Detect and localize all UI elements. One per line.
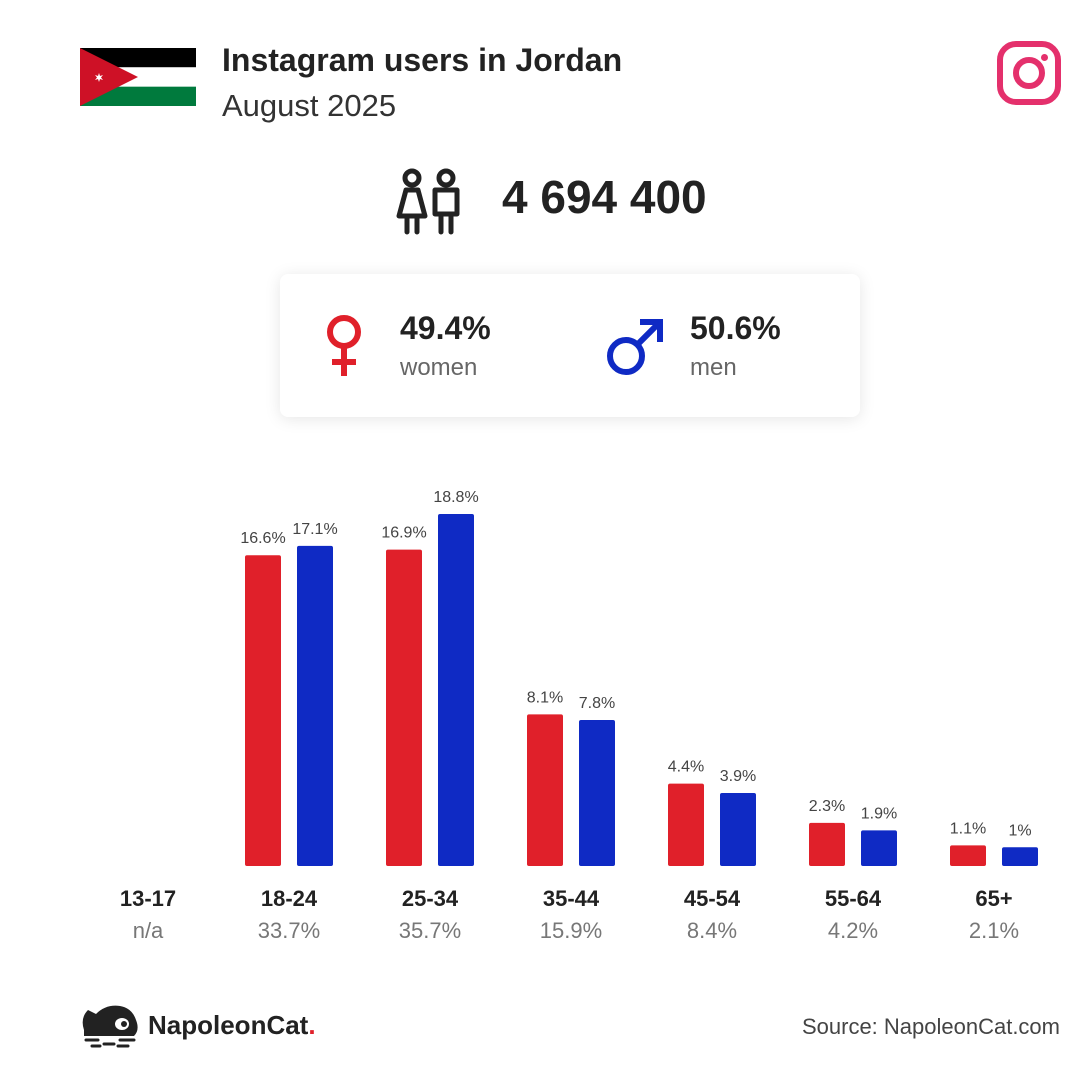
page-subtitle: August 2025 — [222, 88, 397, 123]
female-symbol-icon — [322, 314, 366, 380]
category-label: 55-64 — [825, 886, 882, 911]
value-label-men-18-24: 17.1% — [292, 521, 337, 538]
value-label-women-65+: 1.1% — [950, 820, 986, 837]
age-group-35-44: 8.1% 7.8% 35-44 15.9% — [527, 689, 615, 943]
total-users-value: 4 694 400 — [502, 171, 707, 223]
bar-women-65+ — [950, 845, 986, 866]
brand-name-text: NapoleonCat — [148, 1010, 309, 1040]
bar-men-35-44 — [579, 719, 615, 866]
category-label: 18-24 — [261, 886, 318, 911]
category-share: 8.4% — [687, 918, 737, 943]
users-icon — [394, 168, 466, 238]
age-group-45-54: 4.4% 3.9% 45-54 8.4% — [668, 759, 756, 943]
age-group-55-64: 2.3% 1.9% 55-64 4.2% — [809, 798, 897, 943]
bar-men-45-54 — [720, 792, 756, 866]
value-label-women-18-24: 16.6% — [240, 530, 285, 547]
bar-women-55-64 — [809, 822, 845, 866]
bar-men-25-34 — [438, 514, 474, 866]
bar-women-25-34 — [386, 549, 422, 866]
value-label-men-55-64: 1.9% — [861, 805, 897, 822]
category-share: 35.7% — [399, 918, 461, 943]
bar-men-55-64 — [861, 830, 897, 866]
category-label: 45-54 — [684, 886, 741, 911]
bar-women-18-24 — [245, 555, 281, 866]
value-label-men-45-54: 3.9% — [720, 768, 756, 785]
bar-men-18-24 — [297, 545, 333, 866]
men-label: men — [690, 354, 737, 381]
value-label-men-25-34: 18.8% — [433, 489, 478, 506]
age-group-13-17: 13-17 n/a — [120, 886, 176, 943]
male-symbol-icon — [604, 316, 666, 378]
value-label-men-35-44: 7.8% — [579, 695, 615, 712]
category-label: 65+ — [975, 886, 1012, 911]
women-label: women — [400, 354, 478, 381]
category-label: 35-44 — [543, 886, 600, 911]
bar-women-35-44 — [527, 714, 563, 866]
men-percent: 50.6% — [690, 310, 781, 346]
category-label: 25-34 — [402, 886, 459, 911]
age-group-18-24: 16.6% 17.1% 18-24 33.7% — [240, 521, 337, 943]
value-label-men-65+: 1% — [1008, 822, 1031, 839]
page-title: Instagram users in Jordan — [222, 42, 623, 78]
category-share: 33.7% — [258, 918, 320, 943]
age-gender-bar-chart: 13-17 n/a 16.6% 17.1% 18-24 33.7% 16.9% 18.8% 25… — [120, 489, 1038, 943]
women-percent: 49.4% — [400, 310, 491, 346]
value-label-women-35-44: 8.1% — [527, 689, 563, 706]
value-label-women-55-64: 2.3% — [809, 798, 845, 815]
napoleoncat-logo-icon — [78, 1000, 140, 1052]
brand-name: NapoleonCat. — [148, 1010, 316, 1041]
value-label-women-25-34: 16.9% — [381, 525, 426, 542]
value-label-women-45-54: 4.4% — [668, 759, 704, 776]
category-share: 2.1% — [969, 918, 1019, 943]
bar-men-65+ — [1002, 847, 1038, 866]
category-share: n/a — [133, 918, 164, 943]
age-group-65+: 1.1% 1% 65+ 2.1% — [950, 820, 1038, 943]
gender-split-card: 49.4% women 50.6% men — [280, 274, 860, 417]
source-credit: Source: NapoleonCat.com — [801, 1014, 1060, 1039]
brand-dot: . — [308, 1010, 316, 1040]
instagram-icon — [996, 40, 1062, 106]
category-share: 4.2% — [828, 918, 878, 943]
age-group-25-34: 16.9% 18.8% 25-34 35.7% — [381, 489, 478, 943]
jordan-flag-icon — [80, 48, 196, 106]
category-label: 13-17 — [120, 886, 176, 911]
bar-women-45-54 — [668, 783, 704, 866]
category-share: 15.9% — [540, 918, 602, 943]
